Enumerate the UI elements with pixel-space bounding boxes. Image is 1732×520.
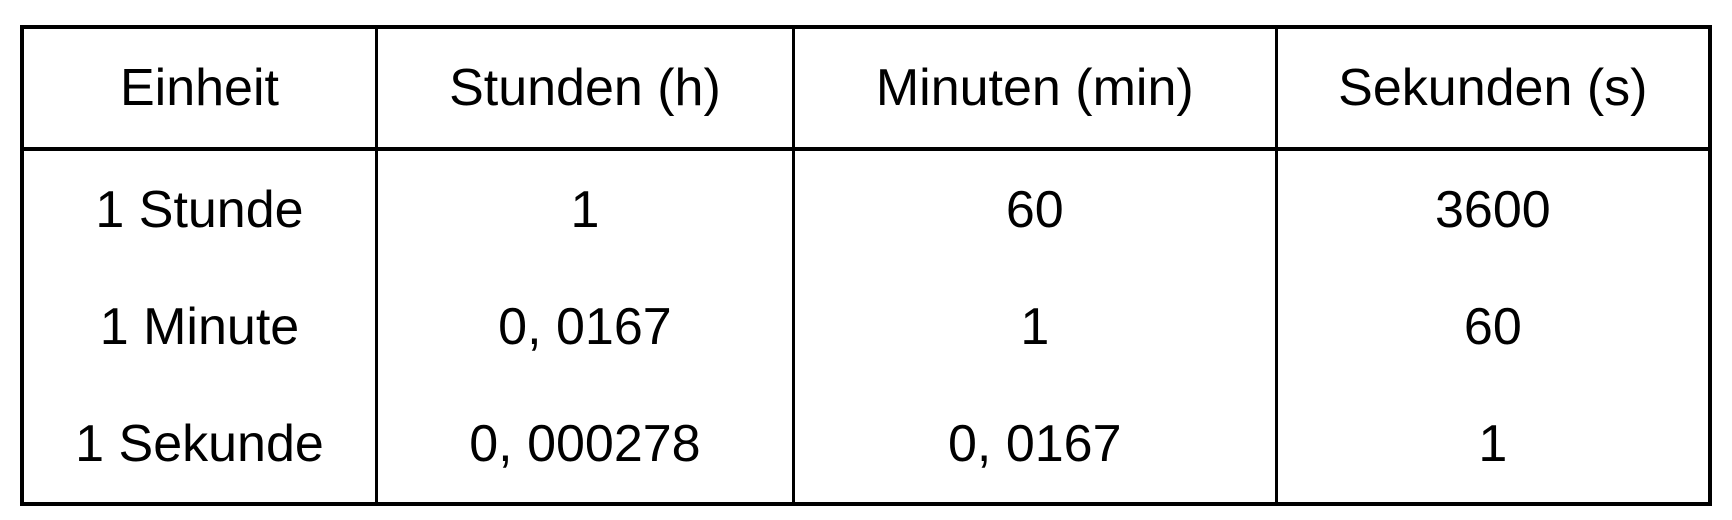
column-header-minuten: Minuten (min) bbox=[791, 27, 1278, 151]
row-label: 1 Stunde bbox=[20, 149, 378, 268]
header-row: Einheit Stunden (h) Minuten (min) Sekund… bbox=[20, 27, 1712, 151]
column-header-stunden: Stunden (h) bbox=[374, 27, 795, 151]
cell-value: 60 bbox=[1274, 268, 1712, 385]
row-label: 1 Sekunde bbox=[20, 385, 378, 504]
column-header-einheit: Einheit bbox=[20, 27, 378, 151]
cell-value: 1 bbox=[791, 268, 1278, 385]
table-row-stunde: 1 Stunde 1 60 3600 bbox=[20, 149, 1712, 268]
time-conversion-table: Einheit Stunden (h) Minuten (min) Sekund… bbox=[20, 25, 1712, 506]
cell-value: 60 bbox=[791, 149, 1278, 268]
cell-value: 0, 000278 bbox=[374, 385, 795, 504]
cell-value: 0, 0167 bbox=[374, 268, 795, 385]
table-row-minute: 1 Minute 0, 0167 1 60 bbox=[20, 268, 1712, 385]
cell-value: 1 bbox=[1274, 385, 1712, 504]
cell-value: 1 bbox=[374, 149, 795, 268]
table-header: Einheit Stunden (h) Minuten (min) Sekund… bbox=[20, 27, 1712, 151]
cell-value: 0, 0167 bbox=[791, 385, 1278, 504]
row-label: 1 Minute bbox=[20, 268, 378, 385]
column-header-sekunden: Sekunden (s) bbox=[1274, 27, 1712, 151]
table-body: 1 Stunde 1 60 3600 1 Minute 0, 0167 1 60… bbox=[20, 149, 1712, 504]
table-row-sekunde: 1 Sekunde 0, 000278 0, 0167 1 bbox=[20, 385, 1712, 504]
cell-value: 3600 bbox=[1274, 149, 1712, 268]
